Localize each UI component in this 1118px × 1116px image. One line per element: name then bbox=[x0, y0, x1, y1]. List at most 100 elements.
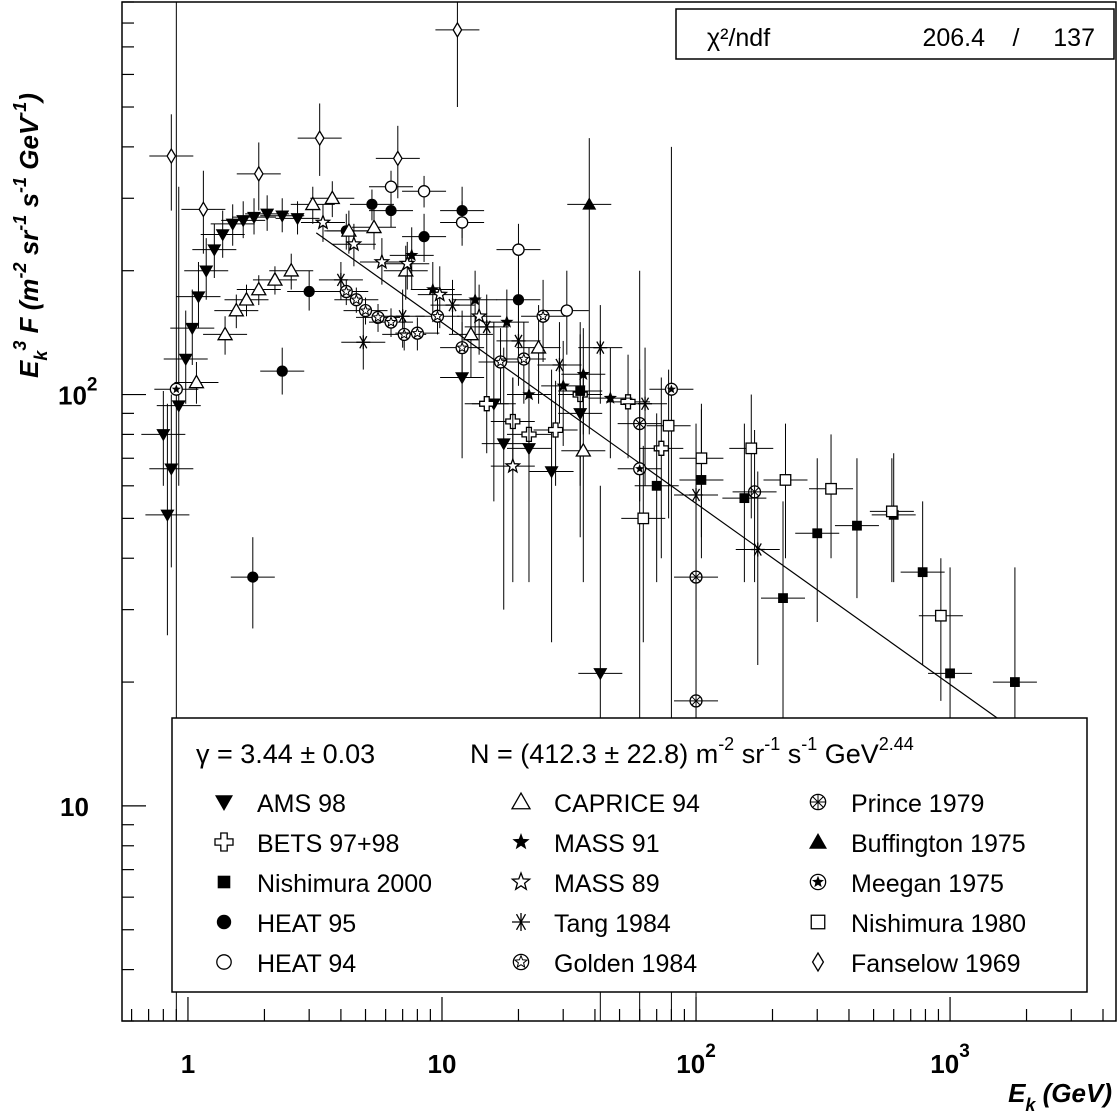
data-point bbox=[825, 482, 837, 495]
data-point bbox=[812, 528, 823, 539]
data-point bbox=[178, 353, 193, 367]
data-point bbox=[395, 309, 410, 324]
data-point bbox=[340, 222, 358, 237]
legend-item-mass-91: MASS 91 bbox=[512, 830, 660, 858]
legend-marker bbox=[217, 875, 231, 889]
data-point bbox=[253, 165, 264, 183]
data-point bbox=[544, 466, 559, 479]
data-point bbox=[333, 272, 348, 287]
data-point bbox=[638, 396, 653, 411]
data-point bbox=[917, 567, 928, 578]
data-point bbox=[228, 302, 245, 317]
data-point bbox=[392, 150, 403, 167]
legend-label: AMS 98 bbox=[257, 790, 346, 818]
data-point bbox=[418, 231, 430, 243]
legend-label: Tang 1984 bbox=[554, 910, 671, 938]
data-point bbox=[371, 310, 385, 325]
legend-item-heat-95: HEAT 95 bbox=[216, 910, 356, 938]
data-point bbox=[247, 211, 262, 225]
data-point bbox=[750, 542, 765, 557]
legend-item-tang-1984: Tang 1984 bbox=[512, 910, 671, 938]
data-point bbox=[778, 593, 788, 604]
series-golden-1984 bbox=[324, 279, 566, 404]
legend-label: Buffington 1975 bbox=[851, 830, 1026, 858]
data-point bbox=[547, 422, 564, 438]
legend-marker bbox=[214, 832, 234, 852]
legend-norm-unit: s bbox=[780, 739, 801, 769]
data-point bbox=[384, 315, 398, 329]
legend-marker bbox=[512, 833, 530, 850]
legend-item-ams-98: AMS 98 bbox=[215, 790, 346, 818]
data-point bbox=[536, 309, 550, 323]
data-point bbox=[199, 265, 214, 278]
data-point bbox=[365, 218, 383, 234]
data-point bbox=[462, 326, 480, 341]
data-point bbox=[504, 457, 522, 474]
data-point bbox=[576, 367, 590, 380]
legend-norm-unit: GeV bbox=[817, 739, 879, 769]
data-point bbox=[276, 365, 288, 377]
data-point bbox=[384, 180, 398, 193]
data-point bbox=[603, 391, 617, 404]
data-point bbox=[455, 372, 470, 385]
series-nishimura-1980 bbox=[621, 369, 963, 701]
legend-label: Golden 1984 bbox=[554, 950, 697, 978]
legend-marker bbox=[809, 833, 827, 849]
legend-marker bbox=[216, 954, 232, 970]
legend-marker bbox=[512, 913, 530, 931]
data-point bbox=[198, 201, 209, 218]
data-point bbox=[779, 474, 792, 486]
legend-item-buffington-1975: Buffington 1975 bbox=[809, 830, 1026, 858]
stats-box: χ²/ndf 206.4 / 137 bbox=[675, 8, 1115, 60]
data-point bbox=[250, 281, 267, 296]
data-point bbox=[405, 248, 419, 261]
data-point bbox=[417, 185, 431, 198]
legend-marker bbox=[510, 791, 532, 810]
legend-item-mass-89: MASS 89 bbox=[510, 870, 660, 898]
data-point bbox=[653, 440, 669, 456]
data-point bbox=[304, 196, 321, 211]
data-point bbox=[188, 374, 205, 389]
data-point bbox=[470, 307, 488, 324]
legend-item-nishimura-1980: Nishimura 1980 bbox=[810, 910, 1026, 938]
series-fanselow-1969 bbox=[149, 2, 480, 254]
data-point bbox=[500, 315, 514, 328]
legend-label: Nishimura 2000 bbox=[257, 870, 432, 898]
legend-label: CAPRICE 94 bbox=[554, 790, 700, 818]
legend-item-nishimura-2000: Nishimura 2000 bbox=[217, 870, 432, 898]
data-point bbox=[512, 294, 525, 306]
data-point bbox=[852, 520, 862, 531]
stats-box-frame bbox=[675, 8, 1115, 60]
data-point bbox=[575, 386, 586, 396]
data-point bbox=[556, 378, 570, 392]
series-heat-94 bbox=[369, 170, 589, 355]
data-point bbox=[169, 382, 183, 396]
data-point bbox=[397, 327, 411, 342]
data-point bbox=[349, 293, 363, 307]
legend-norm-unit: sr bbox=[734, 739, 764, 769]
series-ams-98 bbox=[141, 186, 623, 1021]
data-point bbox=[633, 462, 647, 476]
data-point bbox=[593, 340, 608, 355]
legend-frame bbox=[171, 717, 1088, 993]
data-point bbox=[207, 244, 222, 257]
y-tick-label: 102 bbox=[58, 375, 98, 411]
data-point bbox=[410, 326, 424, 340]
data-point bbox=[366, 198, 378, 210]
legend-item-meegan-1975: Meegan 1975 bbox=[809, 870, 1004, 898]
data-point bbox=[1010, 677, 1020, 687]
data-point bbox=[260, 208, 275, 221]
data-point bbox=[620, 394, 636, 410]
legend-items: AMS 98 BETS 97+98 Nishimura 2000 HEAT 95 HEA… bbox=[214, 790, 1026, 978]
legend-label: Prince 1979 bbox=[851, 790, 984, 818]
data-point bbox=[314, 213, 332, 230]
data-point bbox=[452, 21, 463, 39]
data-point bbox=[934, 609, 947, 622]
svg-text:Ek (GeV): Ek (GeV) bbox=[1008, 1078, 1112, 1115]
data-point bbox=[171, 400, 186, 413]
data-point bbox=[314, 129, 325, 147]
data-point bbox=[885, 505, 898, 518]
data-point bbox=[747, 485, 762, 499]
data-point bbox=[745, 442, 758, 455]
